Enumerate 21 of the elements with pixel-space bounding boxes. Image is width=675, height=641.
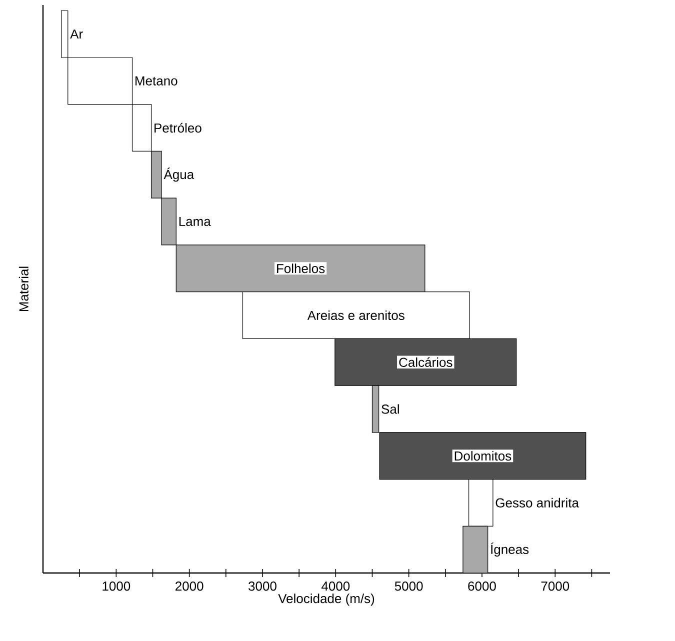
- y-tick-label: Calcários: [399, 357, 452, 367]
- y-tick-label: Metano: [136, 76, 178, 86]
- y-tick-label: Ígneas: [490, 542, 529, 557]
- x-axis-title: Velocidade (m/s): [278, 594, 374, 606]
- y-tick-label: Sal: [382, 404, 399, 414]
- y-tick-label: Água: [164, 168, 194, 182]
- y-tick-label: Petróleo: [154, 122, 202, 133]
- y-tick-label: Folhelos: [277, 264, 325, 274]
- x-tick-label: 6000: [468, 582, 496, 591]
- y-tick-label: Areias e arenitos: [307, 310, 404, 320]
- x-tick-label: 1000: [102, 582, 130, 591]
- y-tick-label: Lama: [179, 216, 211, 226]
- x-tick-label: 2000: [176, 582, 204, 591]
- y-axis-title: Material: [18, 266, 28, 312]
- x-tick-label: 7000: [541, 582, 570, 591]
- x-tick-label: 5000: [394, 582, 423, 591]
- y-tick-label: Gesso anidrita: [496, 498, 579, 508]
- y-tick-label: Dolomitos: [454, 451, 512, 461]
- y-tick-label: Ar: [70, 30, 83, 39]
- x-tick-label: 3000: [248, 582, 276, 591]
- x-tick-label: 4000: [321, 582, 350, 591]
